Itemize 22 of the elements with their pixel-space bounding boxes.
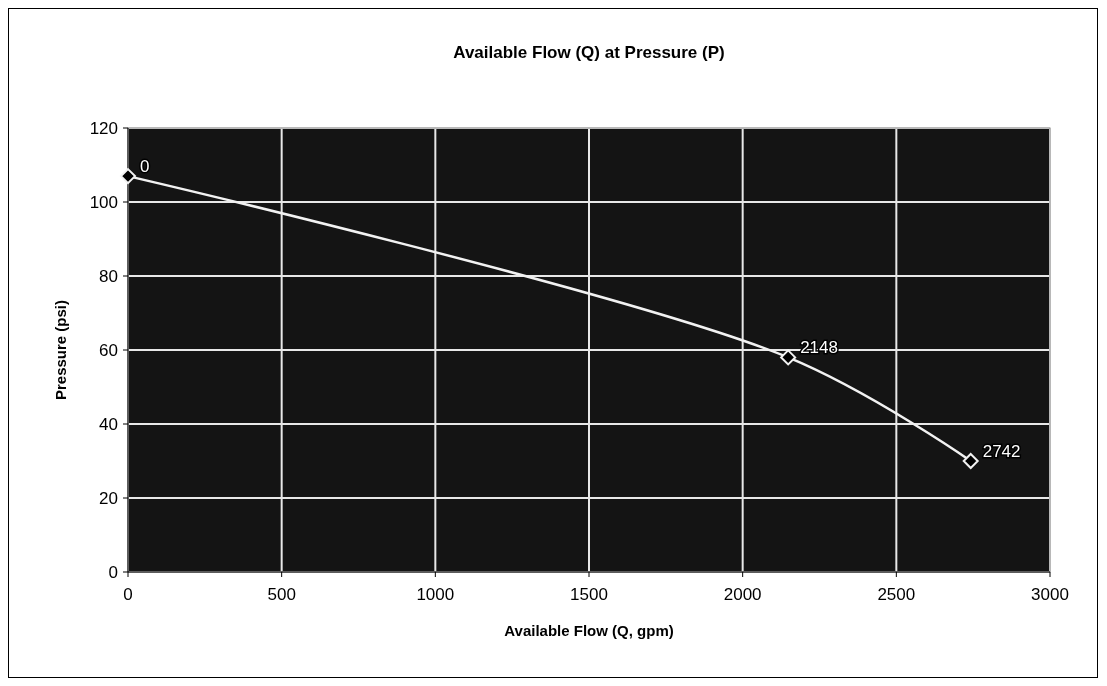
y-tick-label: 80 [99,267,118,286]
chart-title: Available Flow (Q) at Pressure (P) [453,43,725,62]
annotation: 2742 [982,442,1021,461]
y-tick-label: 40 [99,415,118,434]
x-tick-label: 2500 [877,585,916,604]
x-tick-label: 0 [123,585,133,604]
y-tick-label: 120 [89,119,118,138]
x-tick-label: 1500 [570,585,608,604]
y-axis-title: Pressure (psi) [52,299,69,401]
y-tick-label: 0 [108,563,118,582]
point [780,349,797,366]
x-tick-label: 500 [267,585,296,604]
point [962,453,979,469]
point [120,168,136,185]
y-tick-label: 20 [99,489,118,508]
annotation: 0 [140,157,150,177]
x-tick-label: 3000 [1031,585,1069,604]
x-axis-title: Available Flow (Q, gpm) [504,622,674,639]
y-tick-label: 60 [99,341,118,360]
x-tick-label: 1000 [416,585,455,604]
x-tick-label: 2000 [723,585,762,604]
y-tick-label: 100 [89,193,118,212]
